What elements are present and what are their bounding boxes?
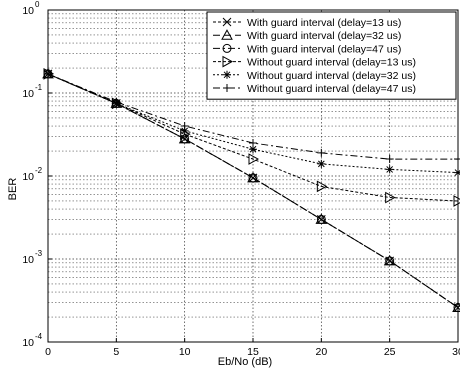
legend-marker [222,43,232,53]
x-tick-label: 10 [179,346,191,358]
legend-label: Without guard interval (delay=13 us) [247,57,416,69]
data-point [385,191,396,204]
data-point [249,145,257,154]
y-tick-label-exponent: -1 [35,83,43,92]
data-point [112,97,121,106]
data-point [385,165,394,174]
y-tick-label-exponent: -3 [35,249,43,258]
legend-marker [222,55,234,68]
series-line [47,73,459,309]
series-line [47,73,459,202]
legend-box [206,11,457,100]
y-tick-label-base: 10 [22,171,34,183]
legend-marker [221,29,233,40]
legend: With guard interval (delay=13 us)With gu… [206,11,457,100]
y-tick-label-base: 10 [22,5,34,17]
data-point [248,173,258,183]
y-axis-label: BER [7,178,19,201]
series-layer [42,67,460,313]
y-tick-label-base: 10 [22,254,34,266]
legend-marker [223,84,231,92]
legend-entry: Without guard interval (delay=13 us) [213,55,416,69]
legend-label: Without guard interval (delay=32 us) [247,70,416,82]
y-tick-label-base: 10 [22,88,34,100]
data-point [316,214,326,224]
x-tick-label: 15 [247,346,259,358]
legend-marker [223,70,231,79]
legend-label: With guard interval (delay=13 us) [247,17,401,29]
x-tick-label: 30 [452,346,460,358]
legend-label: With guard interval (delay=32 us) [247,30,401,42]
data-point [316,180,328,193]
y-tick-label-exponent: 0 [35,0,40,9]
legend-entry: Without guard interval (delay=47 us) [213,83,416,95]
legend-entry: With guard interval (delay=47 us) [213,43,401,55]
legend-entry: Without guard interval (delay=32 us) [213,70,416,82]
y-tick-label-base: 10 [22,337,34,349]
y-tick-label-exponent: -4 [35,332,43,341]
data-point [248,153,260,165]
data-point [385,256,395,266]
legend-marker [222,17,232,27]
x-axis-label: Eb/No (dB) [218,356,272,368]
x-tick-label: 25 [384,346,396,358]
series-6 [44,69,460,164]
legend-entry: With guard interval (delay=13 us) [213,17,401,29]
legend-label: Without guard interval (delay=47 us) [247,83,416,95]
legend-entry: With guard interval (delay=32 us) [213,29,401,42]
data-point [385,155,394,164]
data-point [180,126,189,135]
data-point [180,122,189,131]
series-line [47,73,459,309]
x-tick-label: 5 [113,346,119,358]
legend-label: With guard interval (delay=47 us) [247,43,401,55]
x-tick-label: 20 [315,346,327,358]
data-point [249,138,257,147]
x-tick-label: 0 [45,346,51,358]
data-point [317,148,326,157]
data-point [317,159,326,168]
y-tick-label-exponent: -2 [35,166,43,175]
